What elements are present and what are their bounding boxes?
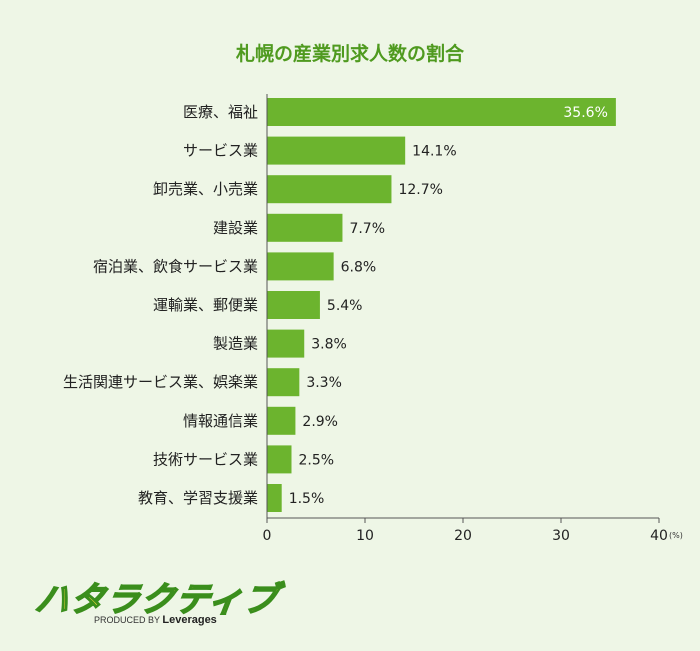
category-label: 建設業 (213, 219, 258, 237)
bar (267, 329, 305, 358)
category-label: 情報通信業 (183, 412, 258, 430)
value-label: 2.9% (302, 414, 338, 430)
x-tick-label: 40 (650, 528, 668, 544)
bar (267, 291, 320, 319)
category-label: 卸売業、小売業 (153, 180, 258, 198)
hataractive-logo: ハタラクティブ PRODUCED BY Leverages (32, 572, 282, 632)
category-label: 医療、福祉 (183, 103, 258, 121)
x-unit-label: (%) (669, 531, 683, 540)
bar (267, 252, 334, 281)
bar (267, 136, 406, 165)
value-label: 2.5% (299, 452, 335, 468)
value-label: 7.7% (349, 221, 385, 237)
bar (267, 484, 282, 512)
x-tick-label: 10 (356, 528, 374, 544)
brand-name: Leverages (162, 614, 217, 626)
bar (267, 213, 343, 242)
logo-subtitle: PRODUCED BY Leverages (94, 614, 217, 626)
category-label: 技術サービス業 (153, 450, 258, 468)
category-label: 教育、学習支援業 (138, 489, 258, 507)
value-label: 5.4% (327, 298, 363, 314)
produced-by-text: PRODUCED BY (94, 615, 160, 625)
chart-title: 札幌の産業別求人数の割合 (235, 42, 465, 65)
x-tick-label: 30 (552, 528, 570, 544)
category-label: 生活関連サービス業、娯楽業 (63, 373, 258, 391)
bars-layer: 医療、福祉 35.6% サービス業 14.1% 卸売業、小売業 12.7% 建設業 7.7% 宿… (63, 98, 616, 512)
category-label: サービス業 (183, 142, 258, 160)
bar (267, 98, 616, 126)
value-label: 35.6% (563, 105, 607, 121)
value-label: 12.7% (398, 182, 442, 198)
value-label: 3.3% (306, 375, 342, 391)
category-label: 運輸業、郵便業 (153, 296, 258, 314)
x-tick-label: 20 (454, 528, 472, 544)
x-tick-label: 0 (263, 528, 272, 544)
category-label: 宿泊業、飲食サービス業 (93, 257, 258, 275)
bar (267, 445, 292, 474)
value-label: 1.5% (289, 491, 325, 507)
value-label: 3.8% (311, 337, 347, 353)
value-label: 14.1% (412, 144, 456, 160)
category-label: 製造業 (213, 335, 258, 353)
value-label: 6.8% (341, 259, 377, 275)
x-axis: 0 10 20 30 40 (%) (263, 94, 683, 544)
bar (267, 368, 300, 397)
bar (267, 175, 392, 204)
bar (267, 406, 296, 435)
